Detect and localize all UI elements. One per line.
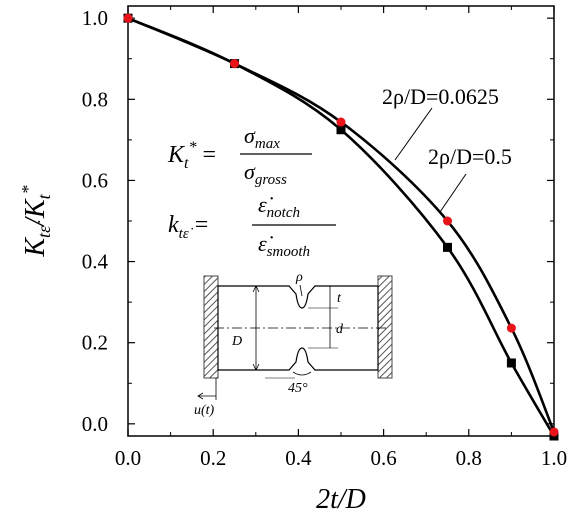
equation-kte: ktε̇ = ε̇notch ε̇smooth: [168, 192, 336, 260]
y-tick-label: 0.4: [82, 250, 109, 274]
leader-series1: [394, 107, 433, 161]
series-2-point: [336, 125, 346, 135]
x-tick-label: 0.4: [285, 446, 312, 470]
y-axis-ticks: 0.0 0.2 0.4 0.6 0.8 1.0: [82, 6, 554, 436]
svg-text:D: D: [231, 334, 242, 349]
svg-text:ε̇notch: ε̇notch: [258, 192, 300, 221]
y-tick-label: 0.8: [82, 87, 108, 111]
svg-text:Kt* =: Kt* =: [167, 139, 216, 172]
specimen-outline: [217, 285, 379, 371]
svg-text:σgross: σgross: [244, 159, 287, 188]
y-tick-label: 0.0: [82, 412, 108, 436]
svg-text:σmax: σmax: [244, 123, 280, 152]
x-tick-label: 0.6: [370, 446, 396, 470]
svg-text:u(t): u(t): [194, 403, 215, 418]
x-tick-label: 0.8: [456, 446, 482, 470]
svg-text:Ktε̇/Kt*: Ktε̇/Kt*: [18, 185, 54, 257]
series-markers: [123, 13, 559, 441]
y-axis-title: Ktε̇/Kt*: [18, 185, 54, 257]
series-1-point: [549, 427, 559, 437]
svg-text:t: t: [337, 291, 342, 306]
left-fixture: [203, 275, 219, 379]
series-2-point: [443, 242, 452, 252]
svg-text:45°: 45°: [288, 381, 308, 396]
equation-kt: Kt* = σmax σgross: [167, 123, 312, 188]
x-axis-title: 2t/D: [316, 484, 366, 515]
svg-text:ρ: ρ: [295, 270, 303, 285]
svg-text:ε̇smooth: ε̇smooth: [258, 231, 310, 260]
y-tick-label: 0.2: [82, 331, 108, 355]
svg-text:ktε̇ =: ktε̇ =: [168, 212, 208, 242]
label-series2: 2ρ/D=0.5: [428, 144, 512, 169]
leader-series2: [439, 173, 467, 213]
specimen-schematic: D d t ρ 45° u(t): [194, 270, 393, 418]
svg-text:d: d: [336, 322, 344, 337]
x-tick-label: 1.0: [541, 446, 567, 470]
series-1-point: [336, 117, 346, 127]
series-1-point: [443, 216, 452, 226]
series-2-point: [506, 358, 516, 368]
x-axis-ticks: 0.0 0.2 0.4 0.6 0.8 1.0: [115, 6, 567, 470]
y-tick-label: 1.0: [82, 6, 108, 30]
x-tick-label: 0.0: [115, 446, 141, 470]
x-tick-label: 0.2: [200, 446, 226, 470]
label-series1: 2ρ/D=0.0625: [382, 84, 499, 109]
series-1-point: [123, 13, 133, 23]
series-1-point: [506, 323, 516, 333]
y-tick-label: 0.6: [82, 168, 108, 192]
series-1-point: [230, 59, 239, 69]
right-fixture: [377, 275, 393, 379]
